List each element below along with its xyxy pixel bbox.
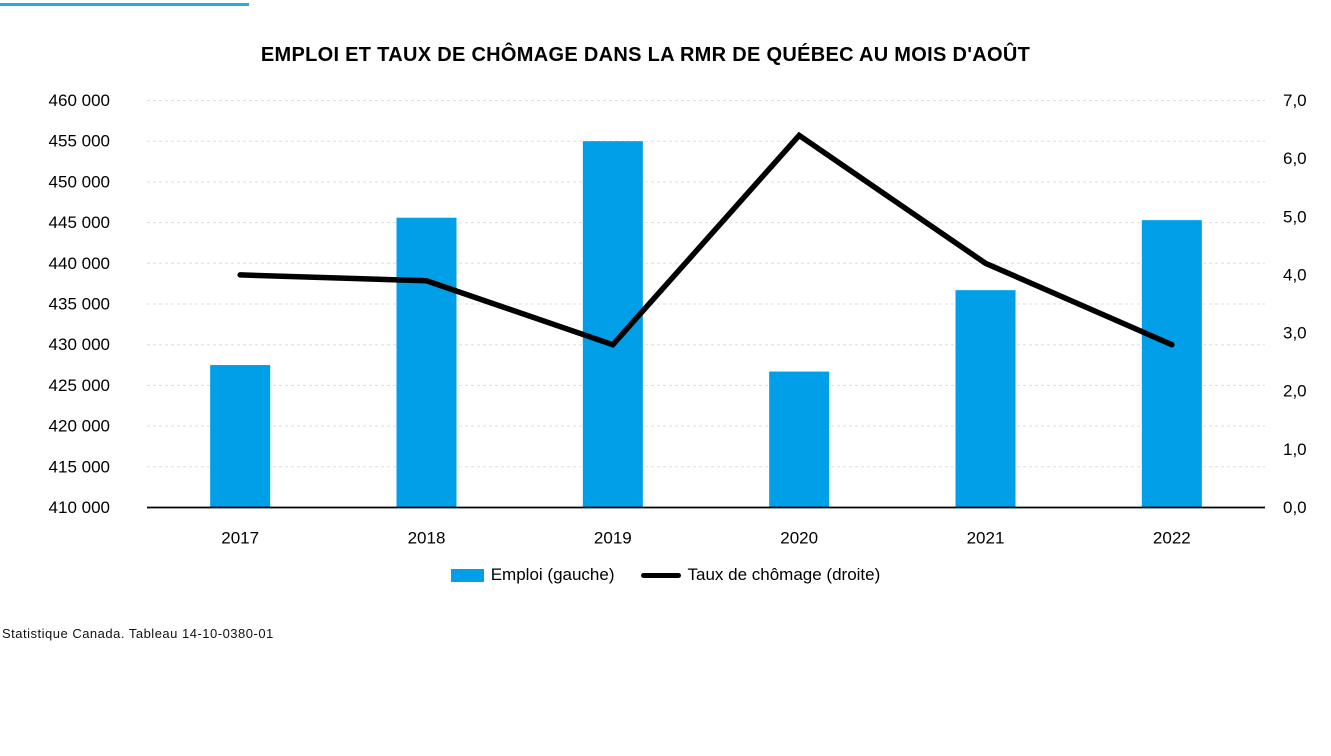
right-axis-tick-label: 3,0 (1283, 324, 1307, 343)
left-axis-tick-label: 430 000 (49, 335, 110, 354)
chart-plot-area: 460 000 455 000 450 000 445 000 440 000 435 0… (49, 91, 1307, 548)
left-axis-tick-label: 425 000 (49, 376, 110, 395)
right-axis-tick-label: 6,0 (1283, 149, 1307, 168)
bar-2021 (955, 290, 1016, 508)
right-axis-tick-label: 4,0 (1283, 265, 1307, 284)
legend-bar-swatch (450, 568, 484, 582)
bar-2020 (769, 371, 830, 508)
left-axis-tick-label: 450 000 (49, 172, 110, 191)
bar-2017 (210, 365, 271, 508)
left-axis-tick-label: 440 000 (49, 254, 110, 273)
source-note: Statistique Canada. Tableau 14-10-0380-0… (2, 626, 274, 641)
right-axis-tick-label: 0,0 (1283, 498, 1307, 517)
x-axis-tick-label: 2021 (967, 529, 1005, 548)
left-axis-tick-label: 420 000 (49, 417, 110, 436)
legend-item-taux: Taux de chômage (droite) (640, 565, 881, 585)
chart-legend: Emploi (gauche) Taux de chômage (droite) (0, 565, 1331, 585)
right-axis-tick-label: 5,0 (1283, 207, 1307, 226)
x-axis-tick-label: 2017 (221, 529, 259, 548)
legend-line-swatch (640, 572, 681, 578)
left-axis-tick-label: 460 000 (49, 91, 110, 110)
left-axis-tick-label: 435 000 (49, 295, 110, 314)
top-accent-rule (0, 3, 249, 6)
bar-2022 (1141, 220, 1202, 508)
left-axis-tick-label: 410 000 (49, 498, 110, 517)
x-axis-tick-label: 2022 (1153, 529, 1191, 548)
x-axis-tick-label: 2018 (408, 529, 446, 548)
right-axis-tick-label: 1,0 (1283, 440, 1307, 459)
unemployment-rate-line (237, 131, 1175, 348)
legend-item-emploi: Emploi (gauche) (450, 565, 615, 585)
right-axis-tick-label: 7,0 (1283, 91, 1307, 110)
left-axis-tick-label: 445 000 (49, 213, 110, 232)
legend-label-taux: Taux de chômage (droite) (687, 565, 881, 584)
left-axis-tick-label: 415 000 (49, 457, 110, 476)
right-axis-tick-label: 2,0 (1283, 382, 1307, 401)
legend-label-emploi: Emploi (gauche) (490, 565, 615, 584)
chart-title: EMPLOI ET TAUX DE CHÔMAGE DANS LA RMR DE… (260, 44, 1031, 66)
bar-2018 (396, 217, 457, 508)
x-axis-tick-label: 2019 (594, 529, 632, 548)
x-axis-tick-label: 2020 (780, 529, 818, 548)
left-axis-tick-label: 455 000 (49, 132, 110, 151)
